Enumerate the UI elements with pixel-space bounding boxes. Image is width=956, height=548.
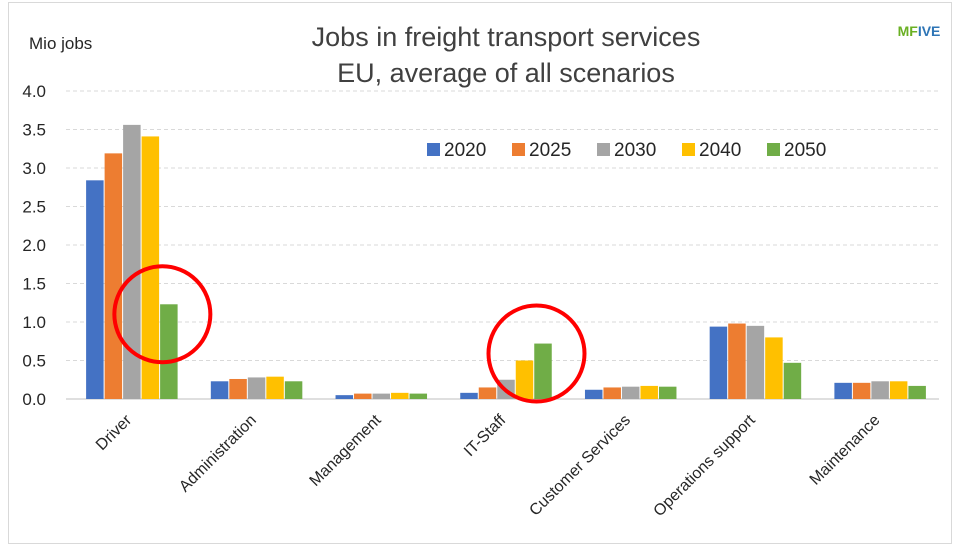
- highlight-circle: [112, 264, 213, 365]
- bar-administration-2030: [247, 377, 266, 399]
- bar-driver-2030: [123, 124, 141, 399]
- x-tick-label: Management: [307, 411, 385, 489]
- legend-label: 2030: [614, 140, 656, 161]
- bar-layer: [86, 124, 926, 399]
- bar-maintenance-2025: [852, 382, 871, 399]
- x-tick-label: Maintenance: [807, 412, 884, 489]
- y-axis-label: Mio jobs: [29, 34, 92, 53]
- bar-administration-2020: [210, 381, 229, 399]
- bar-it-staff-2020: [460, 392, 478, 399]
- y-tick-label: 1.5: [22, 275, 46, 294]
- grid-layer: [66, 90, 939, 400]
- y-tick-label: 4.0: [22, 82, 46, 101]
- bar-customer-services-2040: [640, 385, 658, 399]
- x-tick-label: Customer Services: [526, 412, 634, 520]
- bar-operations-support-2040: [765, 337, 783, 399]
- legend-swatch: [427, 143, 440, 156]
- bar-it-staff-2040: [515, 360, 534, 399]
- bar-maintenance-2050: [908, 385, 926, 399]
- x-tick-label: IT-Staff: [461, 411, 510, 460]
- y-tick-label: 0.0: [22, 390, 46, 409]
- bar-driver-2020: [86, 180, 104, 399]
- legend: 2020 2025 2030 2040 2050: [427, 140, 826, 161]
- highlight-circle: [486, 303, 587, 404]
- legend-swatch: [767, 143, 780, 156]
- chart-frame: 4.0 3.5 3.0 2.5 2.0 1.5 1.0 0.5 0.0 Driver Admini…: [8, 2, 952, 544]
- bar-management-2025: [354, 393, 372, 399]
- y-tick-labels: 4.0 3.5 3.0 2.5 2.0 1.5 1.0 0.5 0.0: [22, 82, 46, 409]
- bar-customer-services-2050: [658, 386, 677, 399]
- bar-maintenance-2040: [889, 381, 908, 399]
- bar-administration-2025: [229, 378, 247, 399]
- y-tick-label: 0.5: [22, 352, 46, 371]
- highlight-circles: [112, 264, 587, 404]
- y-tick-label: 3.5: [22, 121, 46, 140]
- bar-it-staff-2025: [478, 387, 497, 399]
- bar-management-2040: [391, 392, 409, 399]
- logo-part2: IVE: [918, 23, 941, 39]
- bar-management-2020: [335, 395, 354, 399]
- bar-operations-support-2020: [709, 326, 728, 399]
- legend-swatch: [597, 143, 610, 156]
- chart-title: Jobs in freight transport services: [312, 22, 701, 52]
- bar-management-2030: [372, 393, 391, 399]
- bar-maintenance-2030: [871, 381, 889, 399]
- x-tick-label: Administration: [176, 412, 260, 496]
- bar-management-2050: [409, 393, 428, 399]
- legend-swatch: [512, 143, 525, 156]
- legend-label: 2025: [529, 140, 571, 161]
- logo-text: MFIVE: [898, 23, 941, 39]
- x-tick-label: Operations support: [651, 411, 760, 520]
- bar-operations-support-2050: [783, 362, 802, 399]
- x-tick-label: Driver: [93, 411, 136, 454]
- bar-it-staff-2050: [534, 343, 552, 399]
- y-tick-label: 3.0: [22, 159, 46, 178]
- bar-customer-services-2030: [621, 386, 640, 399]
- bar-maintenance-2020: [834, 382, 852, 399]
- bar-customer-services-2025: [603, 387, 621, 399]
- legend-label: 2040: [699, 140, 741, 161]
- bar-administration-2050: [284, 381, 303, 399]
- chart-svg: 4.0 3.5 3.0 2.5 2.0 1.5 1.0 0.5 0.0 Driver Admini…: [22, 22, 941, 520]
- chart-subtitle: EU, average of all scenarios: [337, 58, 675, 88]
- legend-swatch: [682, 143, 695, 156]
- legend-label: 2020: [444, 140, 486, 161]
- logo-part1: MF: [898, 23, 919, 39]
- bar-operations-support-2025: [728, 323, 746, 399]
- bar-administration-2040: [266, 376, 284, 399]
- bar-driver-2025: [104, 153, 123, 399]
- mfive-logo: MFIVE: [898, 23, 941, 39]
- y-tick-label: 2.5: [22, 198, 46, 217]
- y-tick-label: 2.0: [22, 236, 46, 255]
- bar-driver-2050: [160, 304, 178, 399]
- y-tick-label: 1.0: [22, 313, 46, 332]
- bar-customer-services-2020: [584, 389, 603, 399]
- x-tick-labels: Driver Administration Management IT-Staff Cu…: [93, 411, 884, 520]
- bar-operations-support-2030: [746, 325, 765, 399]
- legend-label: 2050: [784, 140, 826, 161]
